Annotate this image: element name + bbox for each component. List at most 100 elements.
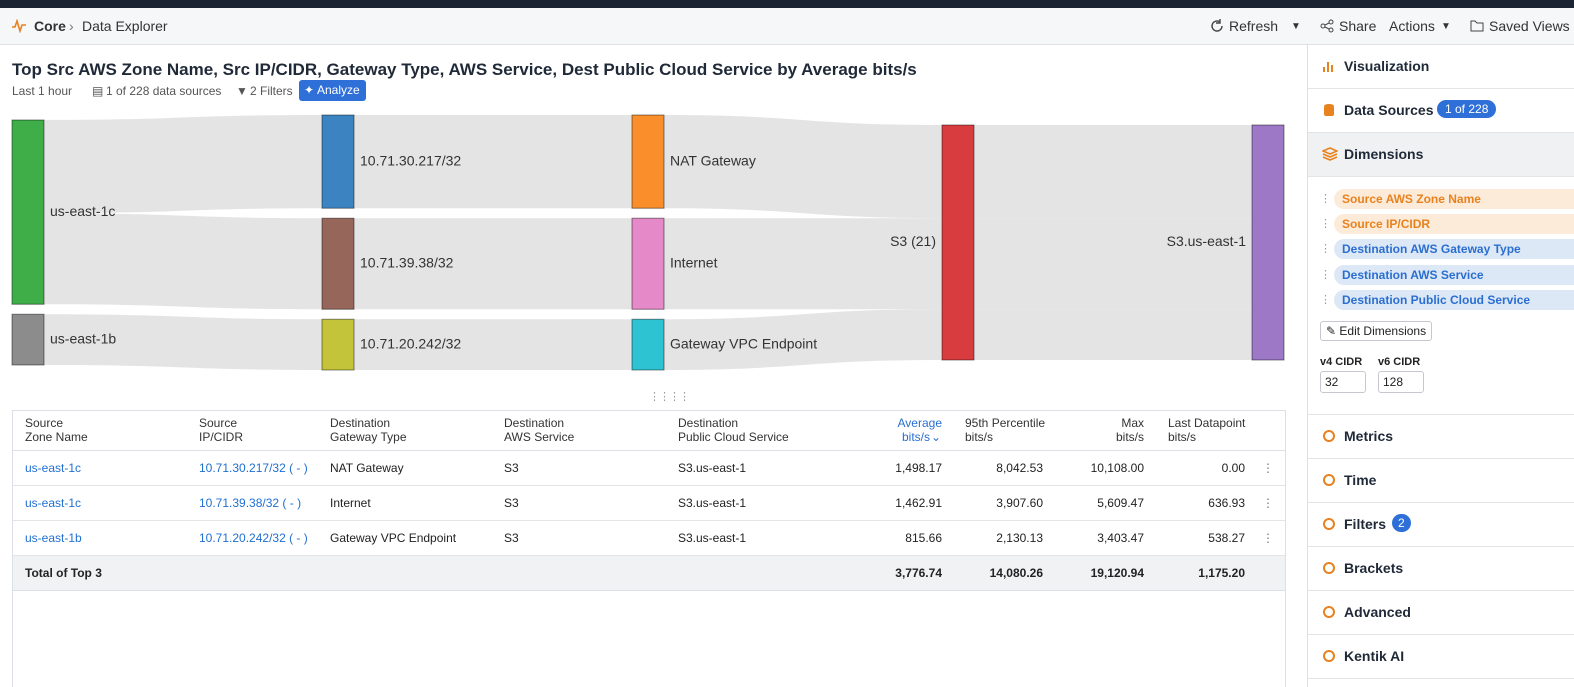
sankey-node[interactable] [11, 313, 45, 366]
resize-handle[interactable]: ⋮⋮⋮⋮ [649, 391, 690, 403]
sankey-node[interactable] [631, 318, 665, 371]
sidebar: Visualization Data Sources 1 of 228 Dimen… [1307, 45, 1574, 687]
refresh-button[interactable]: Refresh [1229, 18, 1279, 34]
icon-shape [1323, 650, 1335, 662]
row-menu[interactable]: ⋮ [1262, 531, 1274, 545]
row-menu[interactable]: ⋮ [1262, 461, 1274, 475]
sankey-node[interactable] [11, 119, 45, 305]
column-header[interactable]: AWS Service [504, 430, 575, 444]
dimension-chip[interactable]: Source AWS Zone Name [1334, 189, 1574, 209]
sankey-flow[interactable] [974, 125, 1252, 219]
v4-input[interactable]: 32 [1320, 371, 1366, 393]
icon-shape [1323, 562, 1335, 574]
column-header[interactable]: bits/s [965, 430, 994, 444]
dimensions-section[interactable]: Dimensions [1308, 133, 1574, 177]
column-header[interactable]: Last Datapoint [1168, 416, 1246, 430]
dimension-chip[interactable]: Destination AWS Gateway Type [1334, 239, 1574, 259]
cell-link[interactable]: us-east-1c [25, 461, 82, 475]
sort-arrow[interactable]: ⌄ [931, 430, 942, 444]
cell-link[interactable]: us-east-1b [25, 531, 82, 545]
cell-link[interactable]: 10.71.20.242/32 ( - ) [199, 531, 308, 545]
column-header[interactable]: Source [25, 416, 64, 430]
breadcrumb-sep: › [69, 18, 74, 34]
v6-input[interactable]: 128 [1378, 371, 1424, 393]
cell-link[interactable]: 10.71.30.217/32 ( - ) [199, 461, 308, 475]
sidebar-section[interactable]: Metrics [1308, 415, 1574, 459]
column-header[interactable]: bits/s [1168, 430, 1197, 444]
sidebar-section[interactable]: Brackets [1308, 547, 1574, 591]
section-icon [1323, 562, 1335, 574]
column-header[interactable]: bits/s [1115, 430, 1144, 444]
cell: S3.us-east-1 [678, 461, 747, 475]
column-header[interactable]: Destination [678, 416, 739, 430]
sankey-flow[interactable] [354, 319, 632, 370]
sankey-flow[interactable] [354, 115, 632, 209]
dimension-chip[interactable]: Destination Public Cloud Service [1334, 290, 1574, 310]
sankey-node[interactable] [321, 114, 355, 209]
section-label: Data Sources [1344, 102, 1434, 118]
visualization-section[interactable]: Visualization [1308, 45, 1574, 89]
sankey-flow[interactable] [44, 314, 322, 370]
cell-link[interactable]: 10.71.39.38/32 ( - ) [199, 496, 302, 510]
header: Core › Data Explorer Refresh ▼ Share Act… [0, 8, 1574, 45]
sankey-flow[interactable] [664, 218, 942, 310]
sankey-node[interactable] [631, 217, 665, 310]
cell: 5,609.47 [1097, 496, 1144, 510]
breadcrumb-root[interactable]: Core [34, 18, 66, 34]
column-header[interactable]: Average [897, 416, 942, 430]
data-sources[interactable]: 1 of 228 data sources [106, 84, 222, 98]
saved-views-button[interactable]: Saved Views [1489, 18, 1570, 34]
cell-link[interactable]: us-east-1c [25, 496, 82, 510]
column-header[interactable]: Source [199, 416, 238, 430]
sidebar-section[interactable]: Advanced [1308, 591, 1574, 635]
column-header[interactable]: bits/s [901, 430, 930, 444]
column-header[interactable]: Gateway Type [330, 430, 407, 444]
data-sources-section[interactable]: Data Sources 1 of 228 [1308, 89, 1574, 133]
column-header[interactable]: Destination [504, 416, 565, 430]
cell: Gateway VPC Endpoint [330, 531, 457, 545]
total-cell: 1,175.20 [1198, 566, 1245, 580]
sidebar-section[interactable]: Time [1308, 459, 1574, 503]
column-header[interactable]: Destination [330, 416, 391, 430]
column-header[interactable]: Public Cloud Service [678, 430, 789, 444]
query-title: Top Src AWS Zone Name, Src IP/CIDR, Gate… [12, 60, 917, 79]
section-label: Time [1344, 472, 1377, 488]
sankey-flow[interactable] [44, 213, 322, 310]
cell: S3.us-east-1 [678, 496, 747, 510]
sankey-node[interactable] [321, 217, 355, 310]
time-range[interactable]: Last 1 hour [12, 84, 73, 98]
sankey-flow[interactable] [974, 218, 1252, 310]
column-header[interactable]: Zone Name [25, 430, 88, 444]
icon-shape [1323, 606, 1335, 618]
row-menu[interactable]: ⋮ [1262, 496, 1274, 510]
column-header[interactable]: Max [1121, 416, 1144, 430]
sankey-node[interactable] [1251, 124, 1285, 361]
edit-dimensions-button[interactable]: ✎ Edit Dimensions [1320, 321, 1433, 341]
sankey-flow[interactable] [974, 309, 1252, 360]
sankey-node[interactable] [941, 124, 975, 361]
section-label: Dimensions [1344, 146, 1424, 162]
column-header[interactable]: IP/CIDR [199, 430, 244, 444]
icon-shape [1323, 518, 1335, 530]
sankey-flow[interactable] [664, 115, 942, 219]
dimension-chip[interactable]: Destination AWS Service [1334, 265, 1574, 285]
refresh-caret[interactable]: ▼ [1291, 21, 1301, 32]
share-button[interactable]: Share [1339, 18, 1377, 34]
cell: Internet [330, 496, 371, 510]
section-label: Visualization [1344, 58, 1430, 74]
sidebar-section[interactable]: Kentik AI [1308, 635, 1574, 679]
column-header[interactable]: 95th Percentile [965, 416, 1046, 430]
cell: 815.66 [905, 531, 942, 545]
analyze-button[interactable]: ✦ Analyze [299, 80, 366, 101]
filters[interactable]: 2 Filters [250, 84, 293, 98]
sankey-flow[interactable] [664, 309, 942, 370]
sankey-flow[interactable] [354, 218, 632, 310]
sidebar-section[interactable]: Filters 2 [1308, 503, 1574, 547]
actions-button[interactable]: Actions [1389, 18, 1435, 34]
sankey-node[interactable] [321, 318, 355, 371]
sankey-node-label: 10.71.20.242/32 [360, 335, 461, 351]
sankey-flow[interactable] [44, 115, 322, 214]
dimension-chip[interactable]: Source IP/CIDR [1334, 214, 1574, 234]
sankey-node[interactable] [631, 114, 665, 209]
